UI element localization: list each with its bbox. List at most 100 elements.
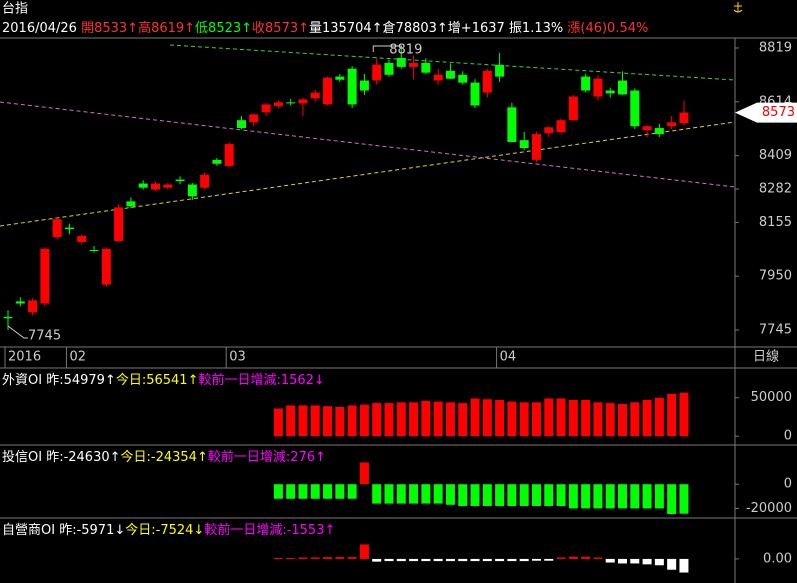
- candle-body: [421, 62, 431, 73]
- last-price-label: 8573: [762, 105, 795, 120]
- y-tick-label: 8819: [759, 40, 792, 55]
- candle-body: [15, 301, 25, 304]
- bar: [667, 484, 677, 515]
- bar: [654, 397, 664, 437]
- bar: [642, 484, 652, 509]
- candle-body: [138, 183, 148, 188]
- x-tick-label: 04: [500, 350, 517, 365]
- bar: [519, 402, 529, 437]
- trend-line: [0, 121, 736, 227]
- candle-body: [347, 68, 357, 105]
- bar: [286, 558, 296, 560]
- bar: [372, 558, 382, 562]
- candle-body: [433, 74, 443, 81]
- panel-label: 投信OI 昨:-24630↑今日:-24354↑較前一日增減:276↑: [2, 449, 326, 465]
- bar: [482, 558, 492, 562]
- low-pointer: [7, 325, 28, 339]
- candle-body: [568, 96, 578, 121]
- bar: [433, 558, 443, 562]
- bar: [384, 403, 394, 437]
- x-tick-label: 03: [229, 350, 246, 365]
- y-tick-label: -20000: [746, 501, 792, 516]
- candle-body: [40, 248, 50, 304]
- y-tick-label: 0: [784, 429, 792, 444]
- quote-open: 開8533↑: [81, 21, 138, 36]
- bar: [482, 399, 492, 437]
- bar: [507, 558, 517, 562]
- bar: [630, 402, 640, 437]
- candle-body: [531, 134, 541, 160]
- candle-body: [482, 70, 492, 93]
- candle-body: [679, 112, 689, 124]
- bar: [531, 558, 541, 561]
- bar: [679, 484, 689, 514]
- bar: [605, 403, 615, 437]
- candle-body: [654, 128, 664, 135]
- panel-label-part: 今日:56541↑: [116, 372, 199, 388]
- candle-body: [384, 62, 394, 75]
- bar: [568, 400, 578, 437]
- candle-body: [642, 126, 652, 131]
- candle-body: [667, 122, 677, 127]
- candle-body: [396, 57, 406, 67]
- bar: [556, 557, 566, 559]
- bar: [273, 484, 283, 499]
- bar: [335, 406, 345, 437]
- bar: [679, 392, 689, 437]
- bar: [593, 484, 603, 509]
- candle-body: [77, 236, 87, 243]
- candle-body: [286, 102, 296, 104]
- bar: [347, 405, 357, 437]
- bar: [642, 400, 652, 437]
- bar: [323, 484, 333, 499]
- bar: [396, 402, 406, 437]
- bar: [335, 484, 345, 499]
- bar: [618, 558, 627, 564]
- quote-close: 收8573↑: [252, 21, 309, 36]
- panel-label-part: 自營商OI 昨:-5971↓: [2, 523, 125, 538]
- panel-label: 自營商OI 昨:-5971↓今日:-7524↓較前一日增減:-1553↑: [2, 522, 335, 538]
- bar: [298, 484, 308, 499]
- bar: [445, 558, 455, 562]
- candle-body: [28, 300, 38, 313]
- bar: [654, 484, 664, 509]
- low-label: 7745: [28, 329, 61, 344]
- bar: [630, 484, 640, 509]
- bar: [618, 403, 627, 437]
- bar: [433, 484, 443, 504]
- bar: [642, 558, 652, 565]
- candle-body: [310, 92, 320, 99]
- bar: [470, 398, 480, 437]
- panel-label-part: 外資OI 昨:54979↑: [2, 373, 116, 388]
- y-tick-label: 8409: [759, 148, 792, 163]
- x-tick-label: 02: [69, 350, 86, 365]
- candle-body: [150, 183, 160, 190]
- y-tick-label: 7950: [759, 269, 792, 284]
- y-tick-label: 8282: [759, 182, 792, 197]
- candle-body: [64, 227, 74, 230]
- bar: [298, 405, 308, 437]
- bar: [286, 405, 296, 437]
- bar: [507, 484, 517, 507]
- quote-amplitude: 振1.13%: [509, 21, 563, 36]
- bar: [618, 484, 627, 509]
- bar: [581, 400, 591, 437]
- candle-body: [581, 76, 591, 91]
- candle-body: [593, 78, 603, 97]
- bar: [359, 404, 369, 437]
- bar: [470, 484, 480, 507]
- last-price-tag: [735, 102, 797, 123]
- bar: [359, 462, 369, 485]
- candle-body: [261, 104, 271, 113]
- bar: [445, 484, 455, 505]
- quote-high: 高8619↑: [138, 20, 195, 36]
- candle-body: [372, 64, 382, 81]
- candle-body: [249, 114, 259, 123]
- trend-line: [0, 101, 736, 188]
- quote-low: 低8523↑: [195, 21, 252, 36]
- candle-body: [630, 90, 640, 127]
- bar: [323, 557, 333, 559]
- y-tick-label: 7745: [759, 323, 792, 338]
